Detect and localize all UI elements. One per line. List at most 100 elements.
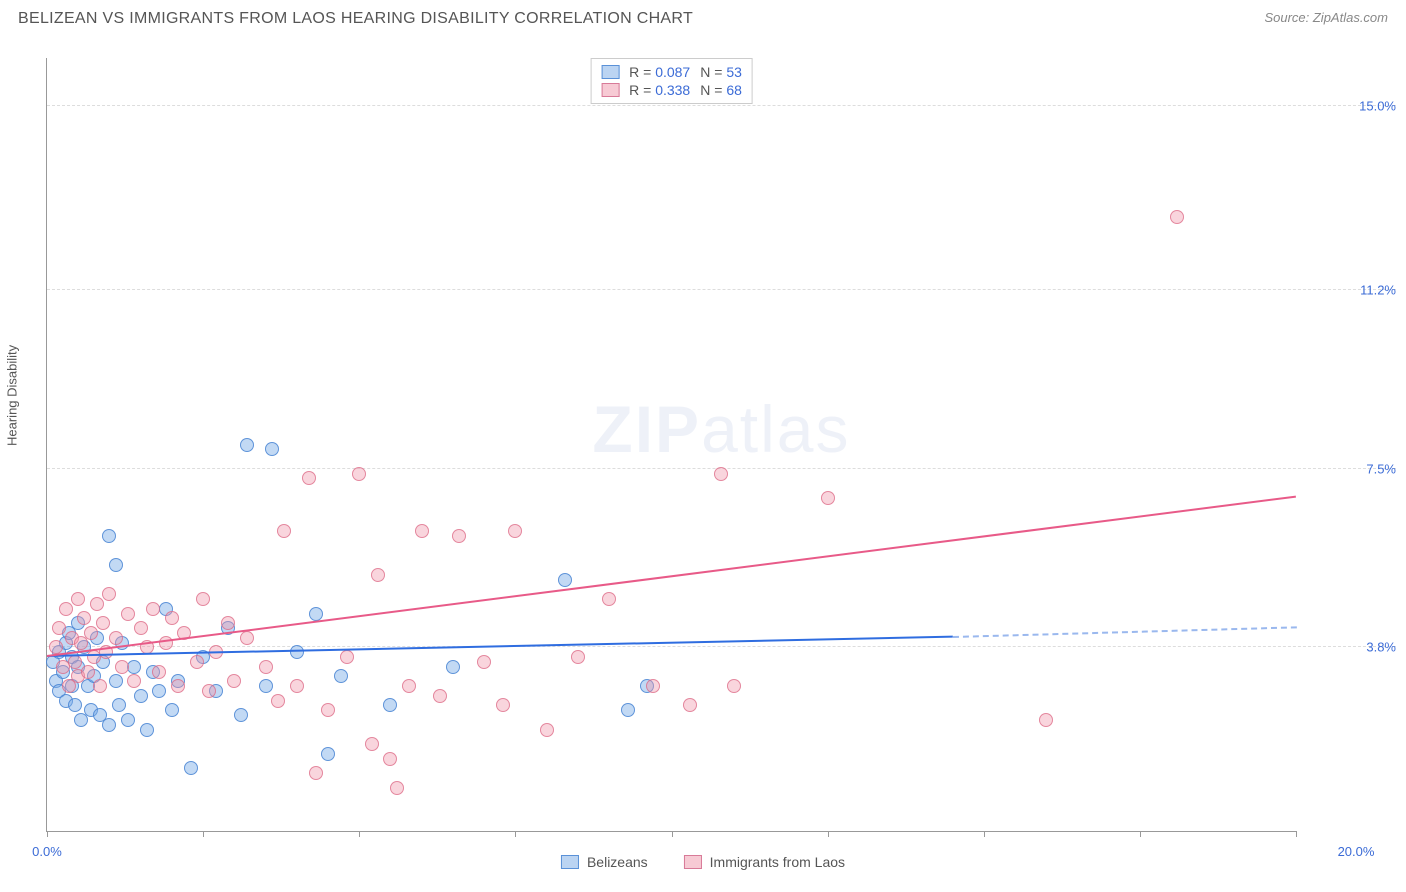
scatter-point-blue	[140, 723, 154, 737]
x-tick	[359, 831, 360, 837]
gridline	[47, 105, 1396, 106]
scatter-point-blue	[109, 558, 123, 572]
r-value-pink: 0.338	[655, 82, 690, 98]
scatter-point-pink	[221, 616, 235, 630]
scatter-point-pink	[496, 698, 510, 712]
scatter-point-pink	[227, 674, 241, 688]
scatter-point-pink	[277, 524, 291, 538]
scatter-point-blue	[321, 747, 335, 761]
scatter-point-pink	[365, 737, 379, 751]
scatter-point-blue	[109, 674, 123, 688]
source-prefix: Source:	[1264, 10, 1312, 25]
scatter-point-pink	[371, 568, 385, 582]
scatter-point-blue	[112, 698, 126, 712]
scatter-point-pink	[259, 660, 273, 674]
legend-label-pink: Immigrants from Laos	[710, 854, 845, 870]
scatter-point-pink	[146, 602, 160, 616]
watermark-zip: ZIP	[592, 392, 701, 466]
scatter-point-pink	[821, 491, 835, 505]
scatter-point-pink	[508, 524, 522, 538]
scatter-point-pink	[433, 689, 447, 703]
scatter-point-pink	[121, 607, 135, 621]
r-value-blue: 0.087	[655, 64, 690, 80]
scatter-point-pink	[571, 650, 585, 664]
scatter-point-blue	[309, 607, 323, 621]
scatter-point-pink	[90, 597, 104, 611]
scatter-point-pink	[115, 660, 129, 674]
scatter-point-pink	[190, 655, 204, 669]
x-tick	[672, 831, 673, 837]
x-tick	[203, 831, 204, 837]
n-label: N = 53	[700, 64, 742, 80]
scatter-point-pink	[452, 529, 466, 543]
stats-legend-row-pink: R = 0.338 N = 68	[601, 81, 742, 99]
scatter-point-pink	[477, 655, 491, 669]
scatter-point-pink	[93, 679, 107, 693]
scatter-point-blue	[184, 761, 198, 775]
scatter-point-pink	[159, 636, 173, 650]
scatter-point-pink	[540, 723, 554, 737]
scatter-point-pink	[602, 592, 616, 606]
scatter-point-pink	[240, 631, 254, 645]
watermark: ZIPatlas	[592, 391, 850, 467]
scatter-point-pink	[202, 684, 216, 698]
swatch-blue-icon	[601, 65, 619, 79]
x-tick	[828, 831, 829, 837]
source-name: ZipAtlas.com	[1313, 10, 1388, 25]
n-value-pink: 68	[726, 82, 742, 98]
scatter-point-blue	[240, 438, 254, 452]
scatter-point-blue	[134, 689, 148, 703]
n-prefix: N =	[700, 64, 726, 80]
regression-line-blue-dashed	[952, 626, 1296, 638]
scatter-point-blue	[68, 698, 82, 712]
scatter-point-pink	[81, 665, 95, 679]
r-label: R = 0.087	[629, 64, 690, 80]
chart-area: ZIPatlas R = 0.087 N = 53 R = 0.338 N = …	[46, 58, 1296, 832]
scatter-point-pink	[321, 703, 335, 717]
scatter-point-pink	[77, 611, 91, 625]
x-tick	[515, 831, 516, 837]
scatter-point-blue	[446, 660, 460, 674]
scatter-point-pink	[134, 621, 148, 635]
scatter-point-pink	[302, 471, 316, 485]
source-attribution: Source: ZipAtlas.com	[1264, 10, 1388, 25]
scatter-point-blue	[121, 713, 135, 727]
scatter-point-pink	[352, 467, 366, 481]
swatch-pink-icon	[601, 83, 619, 97]
legend-label-blue: Belizeans	[587, 854, 648, 870]
scatter-point-pink	[340, 650, 354, 664]
scatter-point-pink	[309, 766, 323, 780]
n-label: N = 68	[700, 82, 742, 98]
x-tick	[47, 831, 48, 837]
scatter-point-pink	[271, 694, 285, 708]
scatter-point-blue	[259, 679, 273, 693]
scatter-point-pink	[68, 655, 82, 669]
scatter-point-pink	[84, 626, 98, 640]
gridline	[47, 646, 1396, 647]
x-tick-label: 0.0%	[32, 844, 62, 859]
scatter-point-pink	[109, 631, 123, 645]
stats-legend-row-blue: R = 0.087 N = 53	[601, 63, 742, 81]
scatter-point-blue	[290, 645, 304, 659]
scatter-point-blue	[165, 703, 179, 717]
scatter-point-pink	[646, 679, 660, 693]
scatter-point-pink	[290, 679, 304, 693]
scatter-point-pink	[59, 602, 73, 616]
n-prefix: N =	[700, 82, 726, 98]
scatter-point-pink	[1039, 713, 1053, 727]
r-prefix: R =	[629, 82, 655, 98]
scatter-point-pink	[52, 621, 66, 635]
scatter-point-pink	[127, 674, 141, 688]
y-tick-label: 11.2%	[1306, 282, 1396, 297]
legend-item-blue: Belizeans	[561, 854, 648, 870]
scatter-point-pink	[171, 679, 185, 693]
scatter-point-blue	[558, 573, 572, 587]
scatter-point-blue	[265, 442, 279, 456]
scatter-point-blue	[102, 529, 116, 543]
scatter-point-pink	[102, 587, 116, 601]
scatter-point-pink	[402, 679, 416, 693]
scatter-point-pink	[390, 781, 404, 795]
watermark-atlas: atlas	[701, 392, 850, 466]
scatter-point-pink	[1170, 210, 1184, 224]
x-tick	[984, 831, 985, 837]
